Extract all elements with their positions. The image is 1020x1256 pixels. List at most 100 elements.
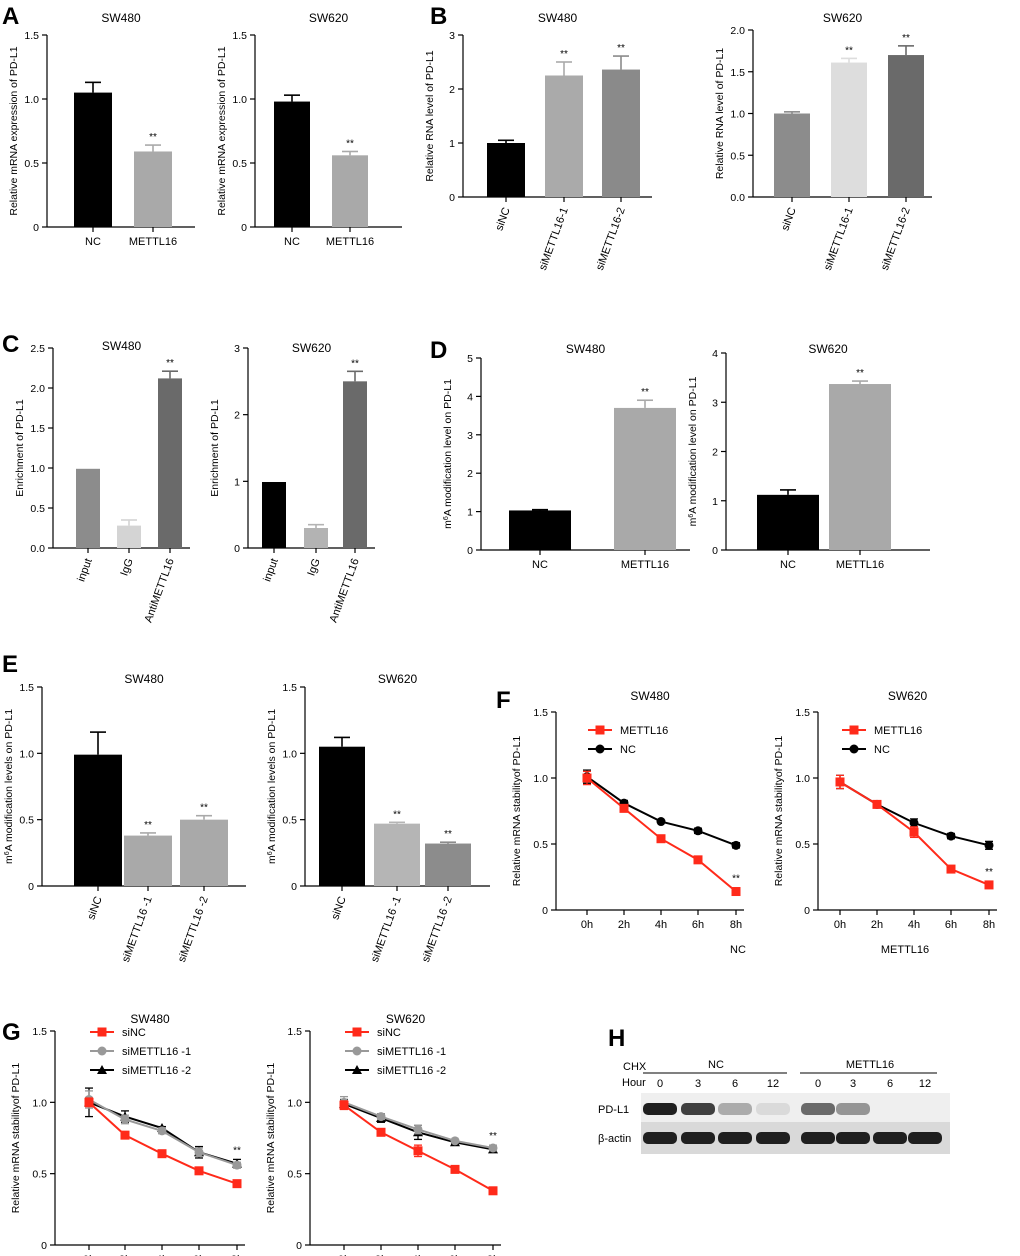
category-label: siNC <box>85 895 104 922</box>
y-tick-label: 1.5 <box>730 67 745 79</box>
data-point <box>984 840 994 850</box>
y-axis-label: Relative mRNA expression of PD-L1 <box>8 46 20 215</box>
chart-title: SW480 <box>101 11 141 25</box>
data-point <box>84 1097 94 1107</box>
bar <box>274 101 310 227</box>
chart-title: SW480 <box>538 11 578 25</box>
legend-label: siMETTL16 -2 <box>377 1065 446 1077</box>
blot-row-beta-actin: β-actin <box>598 1122 950 1154</box>
group-label: METTL16 <box>846 1059 894 1071</box>
y-tick-label: 3 <box>234 343 240 355</box>
blot-row-label: PD-L1 <box>598 1104 629 1116</box>
y-tick-label: 3 <box>712 397 718 409</box>
y-axis-label: Relative mRNA stabilityof PD-L1 <box>265 1063 277 1214</box>
x-tick-label: 8h <box>730 919 742 931</box>
legend-item: siNC <box>345 1027 401 1039</box>
chart-b1: SW480 0 1 2 3 Relative RNA level of PD-L1 siNC… <box>424 11 652 272</box>
chart-e1: SW480 0 0.5 1.0 1.5 m6A modification levels o… <box>3 672 246 964</box>
chart-e2: SW620 0 0.5 1.0 1.5 m6A modification levels o… <box>266 672 490 964</box>
category-label: input <box>261 557 280 584</box>
series-nc <box>835 774 994 850</box>
data-point <box>376 1112 386 1122</box>
bar <box>829 384 891 550</box>
legend-item: siMETTL16 -2 <box>345 1065 446 1077</box>
x-tick-label: 8h <box>487 1254 499 1256</box>
bar <box>134 151 172 227</box>
category-label: siNC <box>779 206 798 233</box>
bar <box>343 381 367 548</box>
blot-band <box>643 1103 677 1115</box>
y-tick-label: 3 <box>449 30 455 42</box>
y-tick-label: 1 <box>712 496 718 508</box>
significance-label: ** <box>393 809 401 820</box>
y-tick-label: 0 <box>28 881 34 893</box>
hour-value: 3 <box>850 1078 856 1090</box>
y-tick-label: 0 <box>291 881 297 893</box>
y-axis-label: Enrichment of PD-L1 <box>209 399 221 497</box>
chart-a1: SW480 0 0.5 1.0 1.5 Relative mRNA expression … <box>8 11 195 248</box>
chart-title: SW620 <box>386 1012 426 1026</box>
y-tick-label: 1.0 <box>30 463 45 475</box>
legend-marker <box>595 744 605 754</box>
y-tick-label: 1.5 <box>30 423 45 435</box>
x-tick-label: 6h <box>193 1254 205 1256</box>
blot-band <box>908 1132 942 1144</box>
ylabel-rest: A modification levels on PD-L1 <box>3 709 15 852</box>
y-tick-label: 0 <box>241 222 247 234</box>
superscript-6: 6 <box>688 514 695 518</box>
legend-marker <box>97 1046 107 1056</box>
category-label: METTL16 <box>129 236 177 248</box>
legend-label: METTL16 <box>874 725 922 737</box>
legend-marker <box>849 725 859 735</box>
y-tick-label: 1.0 <box>24 94 39 106</box>
chart-f2: SW620 0 0.5 1.0 1.5 Relative mRNA stabilityof… <box>773 689 997 956</box>
bar <box>180 819 228 886</box>
category-label: siMETTL16 -2 <box>176 895 211 964</box>
blot-band <box>643 1132 677 1144</box>
y-tick-label: 0.0 <box>30 543 45 555</box>
data-point <box>984 880 994 890</box>
y-tick-label: 1.0 <box>795 773 810 785</box>
category-label: AntiMETTL16 <box>143 557 177 624</box>
y-axis-label: m6A modification levels on PD-L1 <box>3 709 15 864</box>
x-tick-label: 6h <box>692 919 704 931</box>
bar <box>117 525 141 548</box>
y-tick-label: 0 <box>449 192 455 204</box>
y-tick-label: 0.5 <box>287 1169 302 1181</box>
y-tick-label: 1.5 <box>533 707 548 719</box>
data-point <box>450 1136 460 1146</box>
data-point <box>376 1127 386 1137</box>
y-tick-label: 2 <box>467 468 473 480</box>
data-point <box>909 827 919 837</box>
series-line <box>88 1101 238 1185</box>
data-point <box>120 1130 130 1140</box>
y-tick-label: 2.0 <box>30 383 45 395</box>
chart-b2: SW620 0.0 0.5 1.0 1.5 2.0 Relative RNA level o… <box>714 11 932 272</box>
data-point <box>232 1160 242 1170</box>
category-label: siNC <box>329 895 348 922</box>
group-label: NC <box>708 1059 724 1071</box>
data-point <box>339 1100 349 1110</box>
y-tick-label: 0 <box>542 905 548 917</box>
chart-title: SW620 <box>309 11 349 25</box>
blot-row-pd-l1: PD-L1 <box>598 1093 950 1125</box>
bar <box>888 55 924 197</box>
legend-marker <box>352 1027 362 1037</box>
bar <box>545 75 583 197</box>
legend-label: NC <box>874 744 890 756</box>
y-tick-label: 0 <box>41 1240 47 1252</box>
data-point <box>450 1164 460 1174</box>
data-point <box>413 1146 423 1156</box>
blot-band <box>801 1103 835 1115</box>
bar <box>304 528 328 548</box>
data-point <box>872 799 882 809</box>
significance-label: ** <box>149 132 157 143</box>
data-point <box>582 773 592 783</box>
bar <box>614 407 676 550</box>
bar <box>774 113 810 197</box>
significance-label: ** <box>617 43 625 54</box>
data-point <box>656 834 666 844</box>
category-label: siNC <box>493 206 512 233</box>
panel-letter-h: H <box>608 1025 625 1052</box>
legend-item: siMETTL16 -1 <box>345 1046 446 1058</box>
